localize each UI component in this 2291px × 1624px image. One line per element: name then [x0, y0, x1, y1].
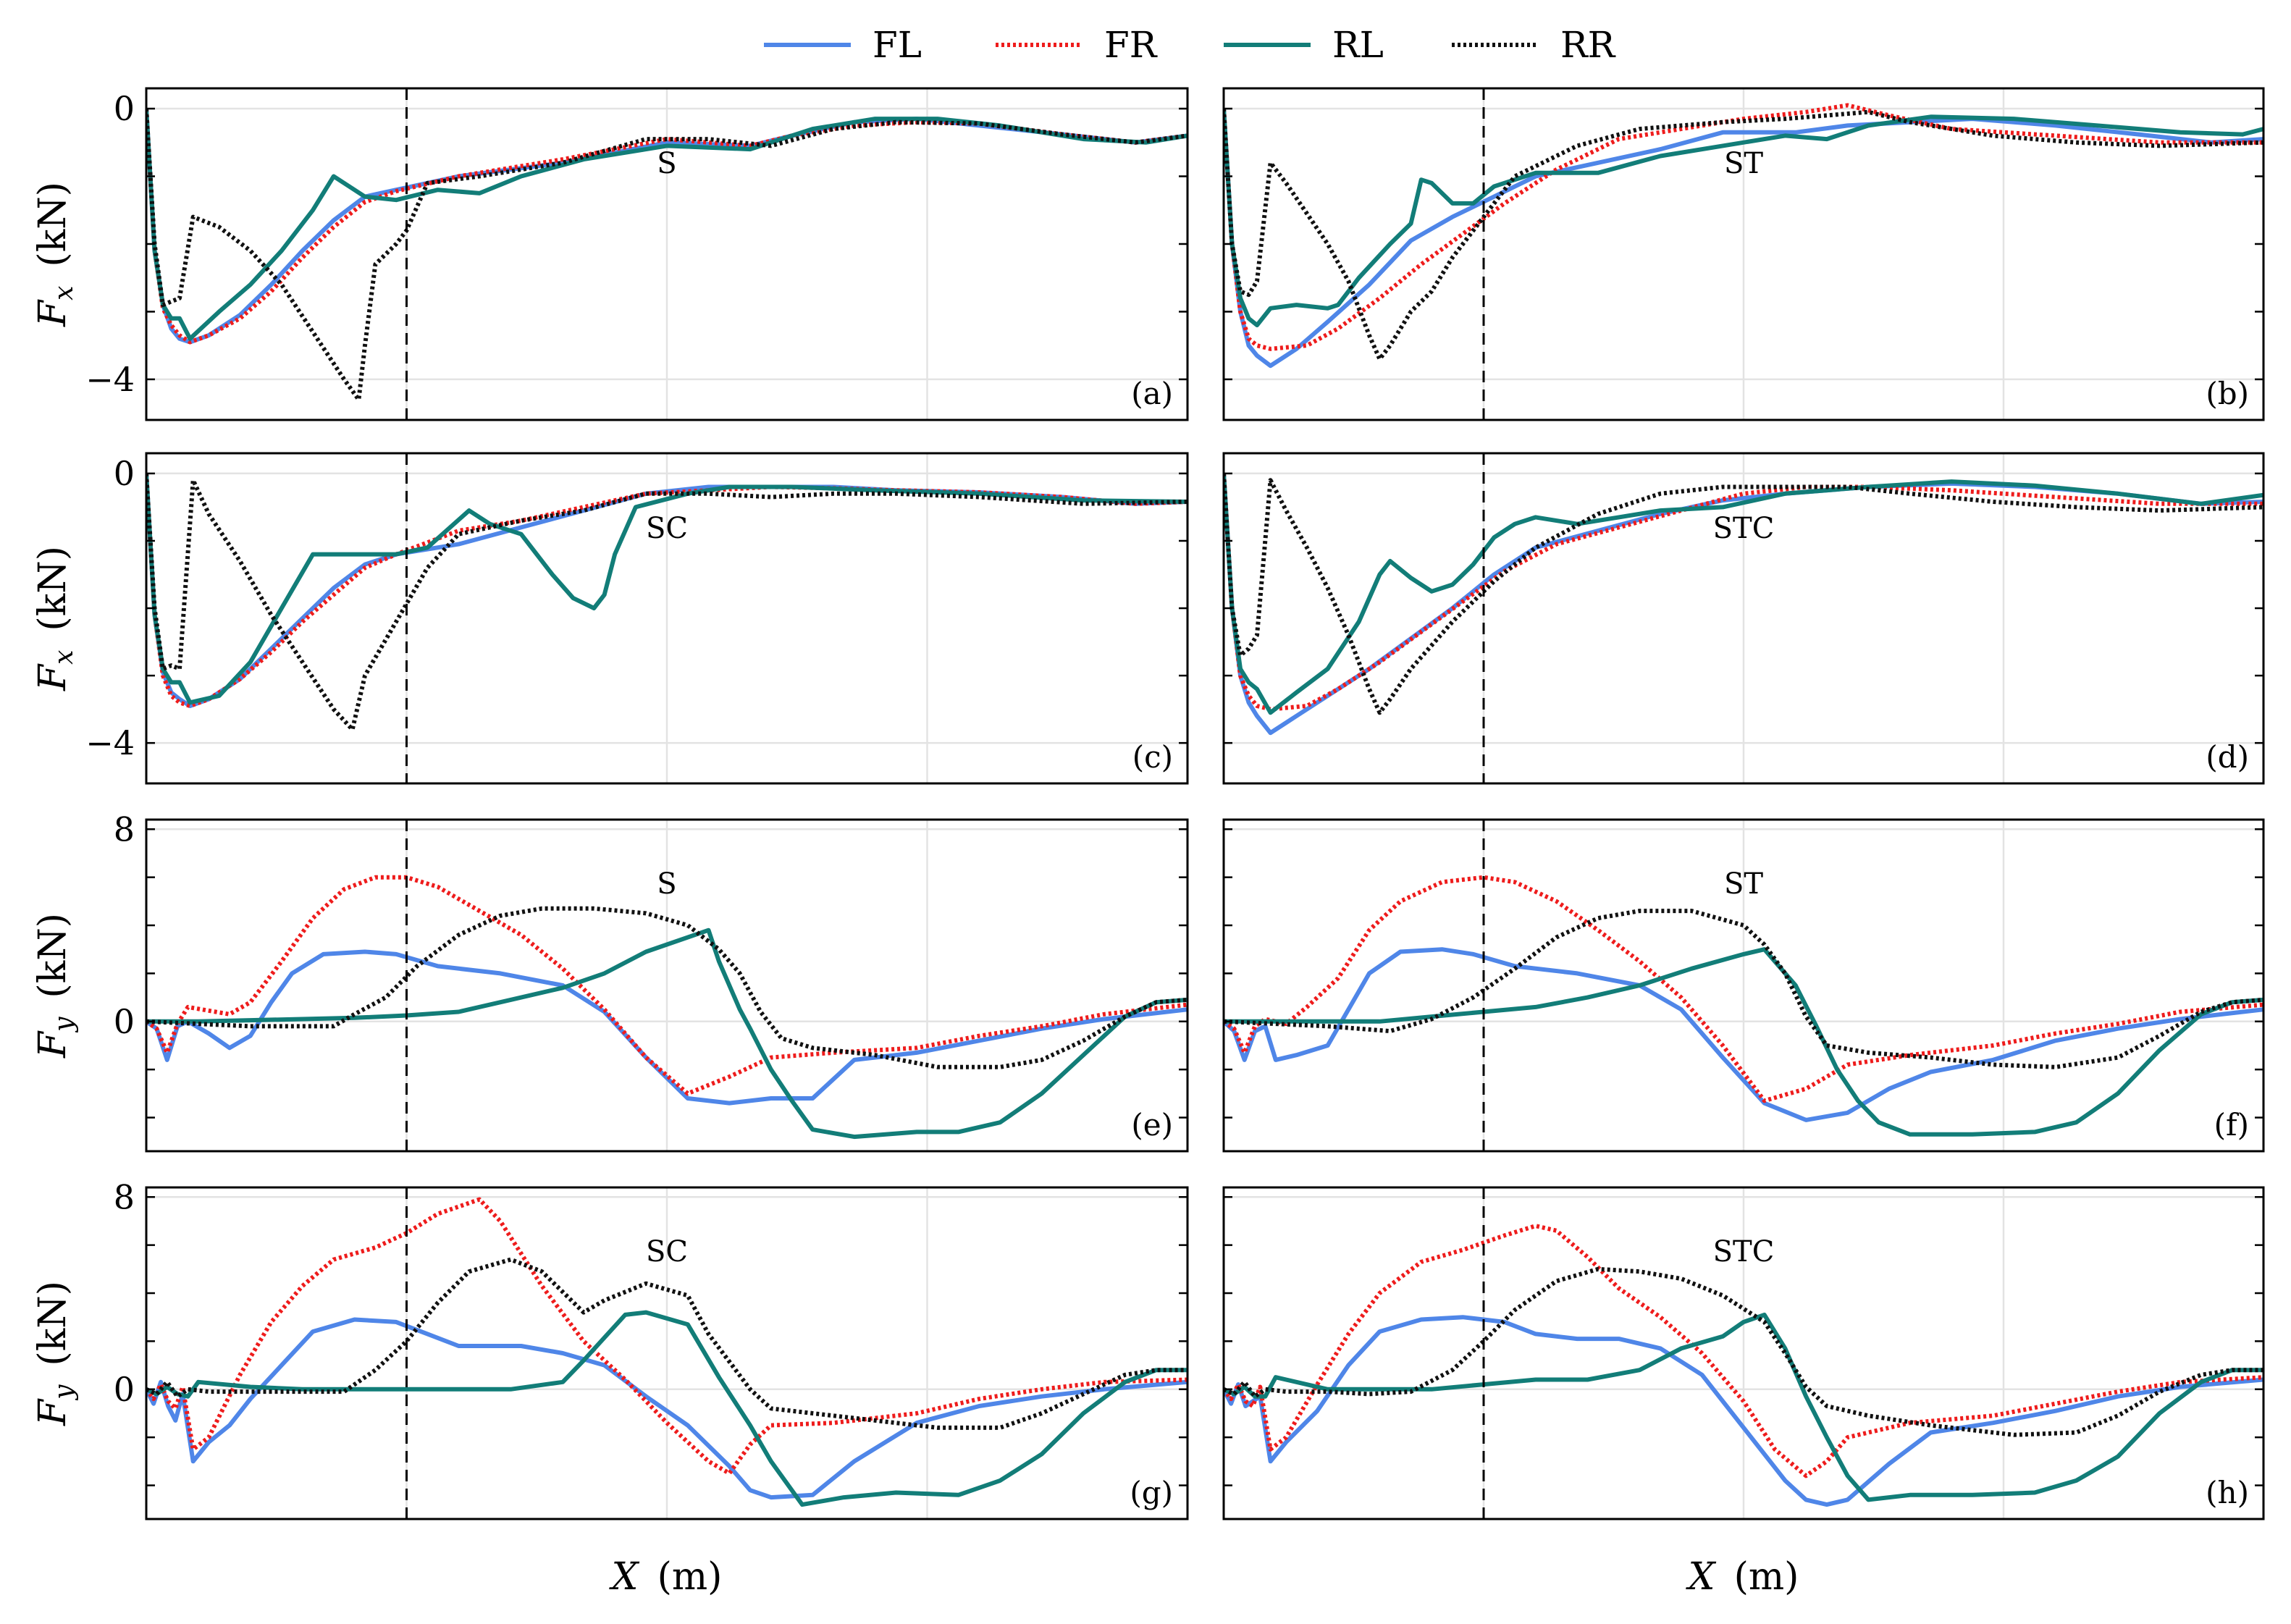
legend-entry-fr: FR [996, 24, 1158, 66]
scenario-label: ST [1724, 147, 1763, 180]
y-tick-label: 0 [114, 1370, 135, 1409]
series-line-rr-d [1224, 473, 2263, 715]
series-line-rr-b [1224, 108, 2263, 361]
series-line-fl-f [1224, 947, 2263, 1122]
panel-tag: (e) [1131, 1107, 1173, 1143]
panel-e: 8 0 Fy (kN) S (e) [31, 809, 1189, 1153]
scenario-label: STC [1713, 512, 1775, 545]
scenario-label: STC [1713, 1235, 1775, 1269]
panel-tag: (c) [1132, 739, 1173, 775]
series-group [1224, 875, 2263, 1137]
y-tick-label: 0 [114, 89, 135, 128]
panel-d: STC (d) [1222, 452, 2265, 785]
y-axis-label: Fx (kN) [31, 182, 79, 327]
panel-frame [1222, 452, 2265, 785]
legend-entry-rl: RL [1224, 24, 1384, 66]
y-tick-label: −4 [85, 360, 135, 399]
y-axis-label: Fy (kN) [31, 913, 79, 1059]
series-line-rl-h [1224, 1312, 2263, 1502]
series-group [146, 875, 1187, 1140]
scenario-label: ST [1724, 867, 1763, 901]
series-line-rr-f [1224, 909, 2263, 1069]
panel-f: ST (f) [1222, 818, 2265, 1153]
scenario-label: SC [646, 1235, 688, 1269]
x-axis-labels: X (m) X (m) [609, 1555, 1799, 1599]
panel-frame [145, 1186, 1189, 1520]
scenario-label: S [657, 147, 676, 180]
panel-tag: (b) [2206, 376, 2249, 411]
panel-g: 8 0 Fy (kN) SC (g) [31, 1177, 1189, 1520]
series-line-rl-d [1224, 473, 2263, 715]
series-group [1224, 473, 2263, 736]
series-line-rl-g [146, 1310, 1187, 1507]
panel-h: STC (h) [1222, 1186, 2265, 1520]
panel-frame [145, 818, 1189, 1153]
panel-a: 0 −4Fx (kN) S (a) [31, 87, 1189, 421]
series-line-rr-c [146, 473, 1187, 732]
panel-frame [1222, 1186, 2265, 1520]
panel-b: ST (b) [1222, 87, 2265, 421]
panel-tag: (a) [1131, 376, 1173, 411]
series-line-fr-g [146, 1197, 1187, 1476]
y-tick-label: −4 [85, 723, 135, 762]
y-tick-label: 0 [114, 1002, 135, 1041]
series-line-fr-e [146, 875, 1187, 1096]
series-group [1224, 1224, 2263, 1507]
scenario-label: SC [646, 512, 688, 545]
series-line-rl-b [1224, 108, 2263, 328]
legend-entry-rr: RR [1452, 24, 1616, 66]
series-group [1224, 103, 2263, 369]
series-line-rr-h [1224, 1266, 2263, 1437]
series-group [146, 1197, 1187, 1507]
legend-label-fl: FL [873, 24, 922, 66]
legend-entry-fl: FL [764, 24, 922, 66]
panel-frame [1222, 87, 2265, 421]
panels: 0−4Fx (kN)S(a)ST(b)0−4Fx (kN)SC(c)STC(d)… [31, 87, 2265, 1520]
series-line-fr-h [1224, 1224, 2263, 1478]
y-tick-label: 8 [114, 1177, 135, 1216]
series-line-rr-g [146, 1257, 1187, 1430]
series-line-fl-e [146, 949, 1187, 1106]
series-group [146, 108, 1187, 402]
legend: FL FR RL RR [764, 24, 1616, 66]
panel-tag: (g) [1130, 1475, 1173, 1510]
legend-label-rl: RL [1332, 24, 1384, 66]
panel-frame [145, 87, 1189, 421]
panel-frame [1222, 818, 2265, 1153]
panel-tag: (f) [2214, 1107, 2249, 1143]
grid-lines [146, 88, 1187, 420]
series-line-rl-f [1224, 947, 2263, 1137]
legend-label-rr: RR [1560, 24, 1616, 66]
y-tick-label: 0 [114, 454, 135, 493]
y-tick-label: 8 [114, 809, 135, 849]
panel-tag: (h) [2206, 1475, 2249, 1510]
series-line-rl-e [146, 927, 1187, 1140]
scenario-label: S [657, 867, 676, 901]
x-axis-label: X (m) [1686, 1555, 1799, 1599]
series-group [146, 473, 1187, 732]
panel-frame [145, 452, 1189, 785]
y-axis-label: Fx (kN) [31, 546, 79, 691]
series-line-rl-c [146, 473, 1187, 705]
panel-c: 0 −4Fx (kN) SC (c) [31, 452, 1189, 785]
grid-lines [146, 453, 1187, 783]
x-axis-label: X (m) [609, 1555, 723, 1599]
series-line-fr-d [1224, 473, 2263, 712]
series-line-rl-a [146, 108, 1187, 341]
grid-lines [146, 820, 1187, 1151]
panel-tag: (d) [2206, 739, 2249, 775]
series-line-rr-a [146, 108, 1187, 402]
y-axis-label: Fy (kN) [31, 1281, 79, 1426]
legend-label-fr: FR [1104, 24, 1158, 66]
